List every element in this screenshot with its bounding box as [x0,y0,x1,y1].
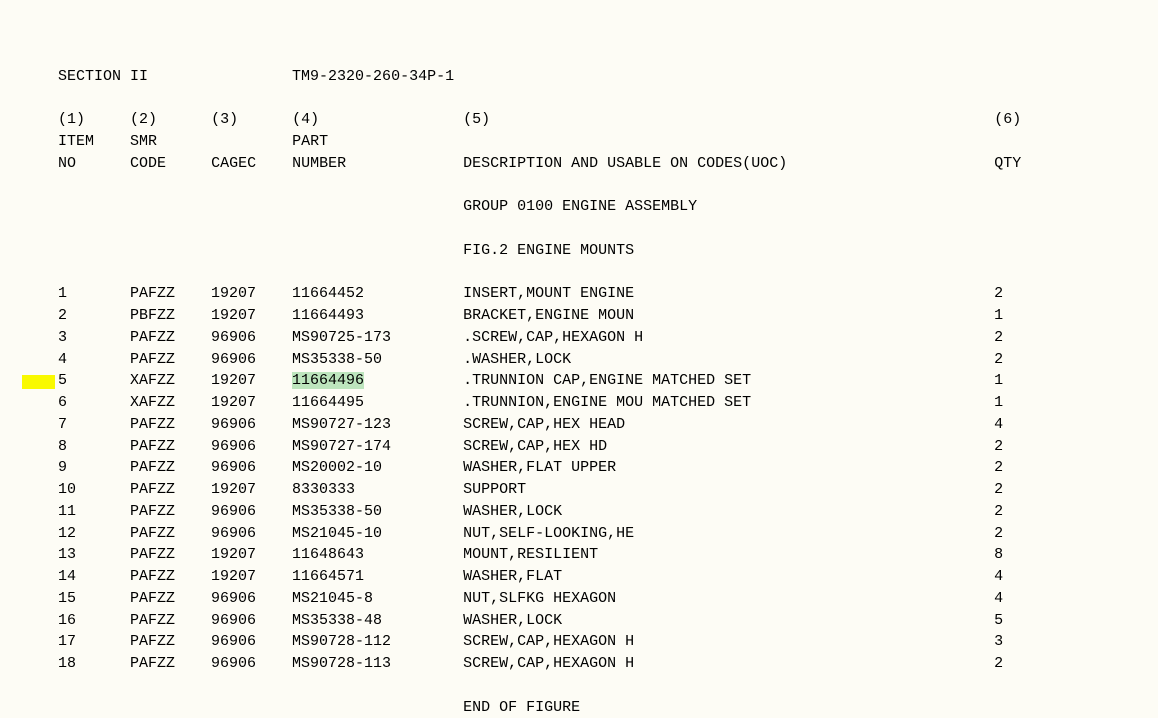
table-row: 4 PAFZZ 96906 MS35338-50 .WASHER,LOCK 2 [58,351,1003,368]
footer-line: END OF FIGURE [58,699,580,716]
section-label: SECTION II [58,68,148,85]
col3-num: (3) [211,111,238,128]
footer-text: END OF FIGURE [463,699,580,716]
col6-h2: QTY [994,155,1021,172]
table-row: 2 PBFZZ 19207 11664493 BRACKET,ENGINE MO… [58,307,1003,324]
row-highlight-mark [22,375,55,389]
table-row: 7 PAFZZ 96906 MS90727-123 SCREW,CAP,HEX … [58,416,1003,433]
table-row: 12 PAFZZ 96906 MS21045-10 NUT,SELF-LOOKI… [58,525,1003,542]
col-head-line2: NO CODE CAGEC NUMBER DESCRIPTION AND USA… [58,155,1021,172]
col-nums-line: (1) (2) (3) (4) (5) (6) [58,111,1021,128]
col2-num: (2) [130,111,157,128]
parts-list: 1 PAFZZ 19207 11664452 INSERT,MOUNT ENGI… [58,285,1003,672]
table-row: 9 PAFZZ 96906 MS20002-10 WASHER,FLAT UPP… [58,459,1003,476]
col2-h1: SMR [130,133,157,150]
col1-h2: NO [58,155,76,172]
table-row: 16 PAFZZ 96906 MS35338-48 WASHER,LOCK 5 [58,612,1003,629]
col1-h1: ITEM [58,133,94,150]
table-row: 15 PAFZZ 96906 MS21045-8 NUT,SLFKG HEXAG… [58,590,1003,607]
highlighted-part-number: 11664496 [292,372,364,389]
col2-h2: CODE [130,155,166,172]
table-row: 13 PAFZZ 19207 11648643 MOUNT,RESILIENT … [58,546,1003,563]
table-row: 14 PAFZZ 19207 11664571 WASHER,FLAT 4 [58,568,1003,585]
table-row: 17 PAFZZ 96906 MS90728-112 SCREW,CAP,HEX… [58,633,1003,650]
group-line: GROUP 0100 ENGINE ASSEMBLY [58,198,697,215]
table-row: 18 PAFZZ 96906 MS90728-113 SCREW,CAP,HEX… [58,655,1003,672]
table-row: 1 PAFZZ 19207 11664452 INSERT,MOUNT ENGI… [58,285,1003,302]
col4-h2: NUMBER [292,155,346,172]
table-row: 3 PAFZZ 96906 MS90725-173 .SCREW,CAP,HEX… [58,329,1003,346]
table-row: 5 XAFZZ 19207 11664496 .TRUNNION CAP,ENG… [58,372,1003,389]
group-text: GROUP 0100 ENGINE ASSEMBLY [463,198,697,215]
fig-text: FIG.2 ENGINE MOUNTS [463,242,634,259]
col6-num: (6) [994,111,1021,128]
manual-number: TM9-2320-260-34P-1 [292,68,454,85]
fig-line: FIG.2 ENGINE MOUNTS [58,242,634,259]
table-row: 10 PAFZZ 19207 8330333 SUPPORT 2 [58,481,1003,498]
header-line: SECTION II TM9-2320-260-34P-1 [58,68,454,85]
col-head-line1: ITEM SMR PART [58,133,328,150]
table-row: 11 PAFZZ 96906 MS35338-50 WASHER,LOCK 2 [58,503,1003,520]
col5-num: (5) [463,111,490,128]
col5-h2: DESCRIPTION AND USABLE ON CODES(UOC) [463,155,787,172]
table-row: 6 XAFZZ 19207 11664495 .TRUNNION,ENGINE … [58,394,1003,411]
document-page: SECTION II TM9-2320-260-34P-1 (1) (2) (3… [0,0,1158,718]
table-row: 8 PAFZZ 96906 MS90727-174 SCREW,CAP,HEX … [58,438,1003,455]
col3-h2: CAGEC [211,155,256,172]
col4-h1: PART [292,133,328,150]
col1-num: (1) [58,111,85,128]
col4-num: (4) [292,111,319,128]
